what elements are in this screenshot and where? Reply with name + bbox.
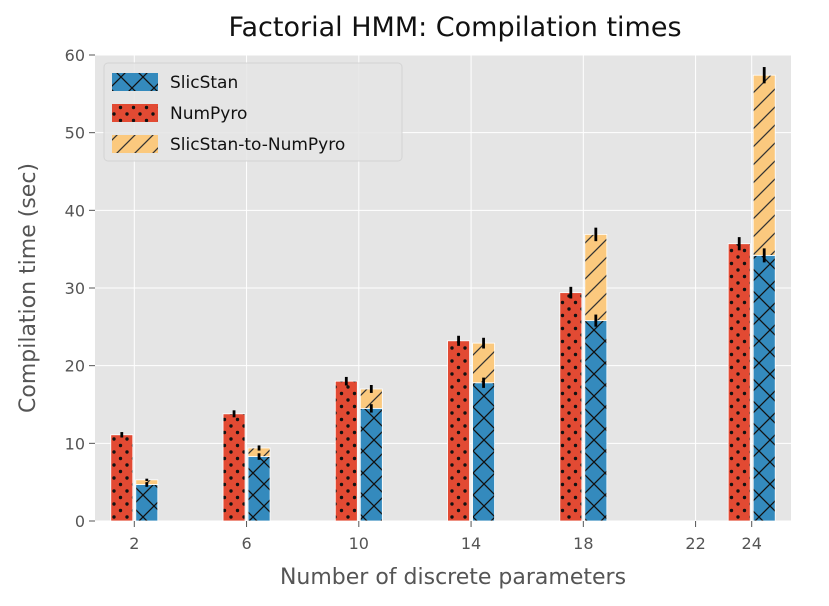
y-tick-label: 10: [65, 434, 85, 453]
legend-item: SlicStan: [112, 73, 238, 93]
bar-numpyro: [110, 434, 134, 522]
bar-slicstan-to-numpyro: [752, 74, 776, 256]
x-tick-label: 24: [742, 534, 762, 553]
y-tick-label: 20: [65, 357, 85, 376]
y-tick-label: 30: [65, 279, 85, 298]
y-tick-label: 50: [65, 124, 85, 143]
bar-slicstan: [752, 254, 776, 522]
legend-label: SlicStan: [170, 73, 238, 93]
bar-slicstan: [247, 456, 271, 522]
bar-slicstan: [359, 407, 383, 522]
legend-swatch-hatch: [112, 104, 158, 122]
bar-slicstan-to-numpyro: [359, 388, 383, 409]
x-tick-label: 10: [349, 534, 369, 553]
bar-slicstan-to-numpyro: [584, 234, 608, 322]
x-tick-label: 22: [685, 534, 705, 553]
y-tick-label: 0: [75, 512, 85, 531]
x-axis-label: Number of discrete parameters: [280, 565, 626, 590]
bar-numpyro: [559, 292, 583, 522]
bar-slicstan: [472, 382, 495, 522]
y-axis-label: Compilation time (sec): [16, 163, 41, 413]
y-axis: 0 10 20 30 40 50 60: [65, 46, 95, 531]
legend-frame: [103, 62, 403, 162]
legend-item: SlicStan-to-NumPyro: [112, 135, 345, 155]
legend: SlicStan NumPyro SlicStan-to-NumPyro: [103, 62, 403, 162]
legend-label: NumPyro: [170, 104, 247, 124]
x-tick-label: 6: [241, 534, 251, 553]
chart-title: Factorial HMM: Compilation times: [228, 12, 681, 43]
legend-item: NumPyro: [112, 104, 247, 124]
bar-numpyro: [727, 243, 751, 522]
x-tick-label: 14: [461, 534, 481, 553]
error-bars: [120, 67, 766, 487]
y-tick-label: 60: [65, 46, 85, 65]
bar-slicstan-to-numpyro: [472, 342, 495, 384]
legend-swatch-hatch: [112, 135, 158, 153]
x-tick-label: 18: [573, 534, 593, 553]
bar-numpyro: [334, 380, 358, 522]
bar-slicstan: [584, 320, 608, 522]
legend-swatch-hatch: [112, 73, 158, 91]
bar-numpyro: [447, 340, 470, 522]
x-tick-label: 2: [129, 534, 139, 553]
legend-label: SlicStan-to-NumPyro: [170, 135, 345, 155]
x-axis: 2 6 10 14 18 22 24: [129, 521, 762, 553]
y-tick-label: 40: [65, 201, 85, 220]
bar-slicstan: [135, 484, 159, 522]
bar-numpyro: [222, 413, 246, 522]
bars: [110, 74, 776, 522]
